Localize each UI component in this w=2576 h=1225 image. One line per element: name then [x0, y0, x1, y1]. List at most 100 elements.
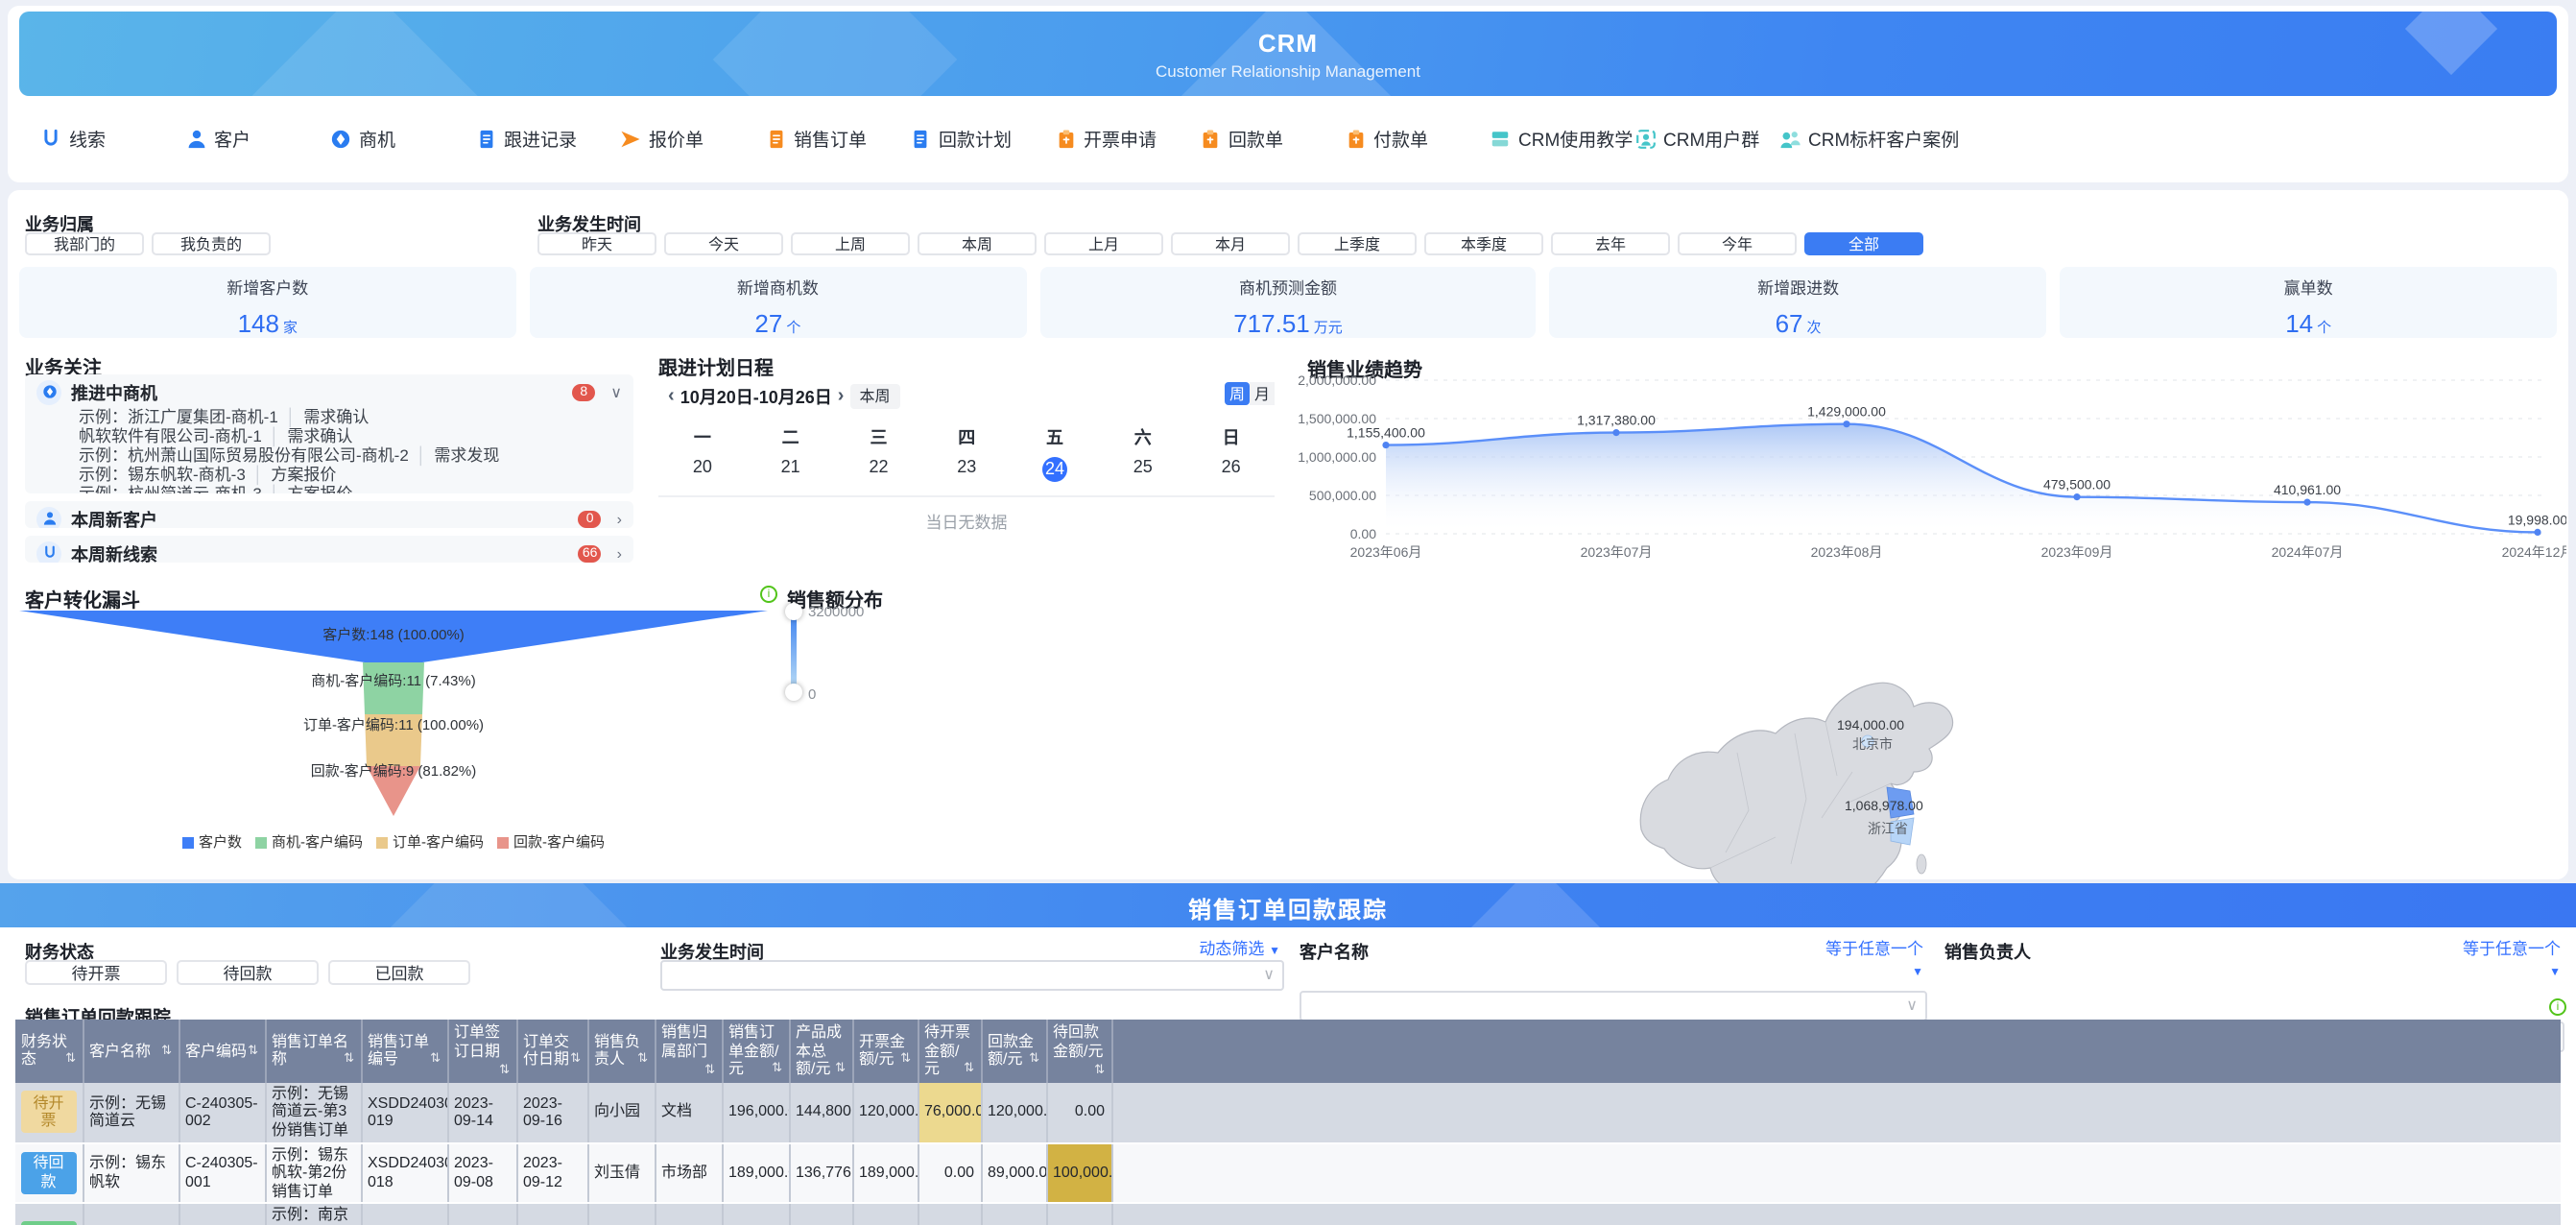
column-header-销售订单名称[interactable]: 销售订单名称 ⇅: [265, 1020, 362, 1083]
sort-icon[interactable]: ⇅: [704, 1063, 715, 1077]
table-cell: 94,500.00: [852, 1203, 918, 1225]
filter-button-本季度[interactable]: 本季度: [1424, 232, 1543, 255]
focus-group-header[interactable]: 本周新线索 66 ›: [25, 536, 633, 563]
opportunity-item[interactable]: 示例：浙江广厦集团-商机-1 │ 需求确认: [25, 407, 633, 426]
nav-item-CRM使用教学[interactable]: CRM使用教学: [1490, 125, 1634, 152]
funnel-info-icon[interactable]: i: [760, 586, 777, 603]
opportunity-item[interactable]: 示例：锡东帆软-商机-3 │ 方案报价: [25, 465, 633, 484]
calendar-month-tab[interactable]: 月: [1250, 382, 1275, 405]
chevron-right-icon[interactable]: ›: [616, 544, 622, 562]
nav-item-回款计划[interactable]: 回款计划: [910, 125, 1055, 152]
legend-item[interactable]: 回款-客户编码: [497, 831, 605, 853]
filter-button-待开票[interactable]: 待开票: [25, 960, 167, 985]
legend-item[interactable]: 商机-客户编码: [255, 831, 363, 853]
calendar-day-24[interactable]: 24: [1011, 457, 1099, 482]
calendar-day-21[interactable]: 21: [780, 457, 800, 476]
nav-item-客户[interactable]: 客户: [185, 125, 330, 152]
sort-icon[interactable]: ⇅: [835, 1062, 846, 1076]
filter-button-我部门的[interactable]: 我部门的: [25, 232, 144, 255]
column-header-销售订单编号[interactable]: 销售订单编号 ⇅: [361, 1020, 448, 1083]
chevron-down-icon[interactable]: ∨: [610, 383, 622, 400]
nav-item-商机[interactable]: 商机: [330, 125, 475, 152]
sort-icon[interactable]: ⇅: [1029, 1052, 1039, 1067]
chevron-right-icon[interactable]: ›: [616, 510, 622, 527]
column-header-开票金额/元[interactable]: 开票金额/元 ⇅: [852, 1020, 918, 1083]
filter-input-业务发生时间[interactable]: ∨: [660, 960, 1284, 991]
filter-button-上季度[interactable]: 上季度: [1298, 232, 1417, 255]
nav-item-CRM标杆客户案例[interactable]: CRM标杆客户案例: [1779, 125, 1959, 152]
filter-button-全部[interactable]: 全部: [1804, 232, 1923, 255]
sort-icon[interactable]: ⇅: [344, 1052, 354, 1067]
column-header-财务状态[interactable]: 财务状态 ⇅: [15, 1020, 83, 1083]
filter-button-上周[interactable]: 上周: [791, 232, 910, 255]
filter-button-本月[interactable]: 本月: [1171, 232, 1290, 255]
opportunity-item[interactable]: 帆软软件有限公司-商机-1 │ 需求确认: [25, 426, 633, 445]
sort-icon[interactable]: ⇅: [772, 1062, 782, 1076]
filter-button-我负责的[interactable]: 我负责的: [152, 232, 271, 255]
sort-icon[interactable]: ⇅: [248, 1044, 258, 1058]
filter-button-今天[interactable]: 今天: [664, 232, 783, 255]
nav-item-销售订单[interactable]: 销售订单: [765, 125, 910, 152]
nav-item-CRM用户群[interactable]: CRM用户群: [1634, 125, 1779, 152]
filter-op-link[interactable]: 等于任意一个 ▼: [2462, 939, 2561, 979]
table-row[interactable]: 待开票 示例：无锡简道云 C-240305-002 示例：无锡简道云-第3份销售订单 X…: [15, 1082, 2561, 1144]
sort-icon[interactable]: ⇅: [964, 1062, 974, 1076]
nav-item-回款单[interactable]: 回款单: [1200, 125, 1345, 152]
column-header-订单交付日期[interactable]: 订单交付日期 ⇅: [516, 1020, 588, 1083]
column-header-订单签订日期[interactable]: 订单签订日期 ⇅: [447, 1020, 517, 1083]
sort-icon[interactable]: ⇅: [570, 1052, 581, 1067]
filter-op-link[interactable]: 动态筛选 ▼: [1199, 939, 1280, 958]
sort-icon[interactable]: ⇅: [1094, 1063, 1105, 1077]
filter-button-昨天[interactable]: 昨天: [537, 232, 656, 255]
column-header-回款金额/元[interactable]: 回款金额/元 ⇅: [981, 1020, 1047, 1083]
column-header-销售负责人[interactable]: 销售负责人 ⇅: [587, 1020, 656, 1083]
filter-input-客户名称[interactable]: ∨: [1300, 991, 1927, 1021]
sort-icon[interactable]: ⇅: [161, 1044, 172, 1058]
column-header-产品成本总额/元[interactable]: 产品成本总额/元 ⇅: [789, 1020, 853, 1083]
sort-icon[interactable]: ⇅: [637, 1052, 648, 1067]
opportunity-item[interactable]: 示例：杭州简道云-商机-3 │ 方案报价: [25, 484, 633, 493]
column-header-待开票金额/元[interactable]: 待开票金额/元 ⇅: [918, 1020, 982, 1083]
legend-item[interactable]: 客户数: [182, 831, 242, 853]
table-row[interactable]: 已回款示例：南京华五机械C-220614-004示例：南京华五机械-第3份销售订…: [15, 1203, 2561, 1225]
column-header-销售订单金额/元[interactable]: 销售订单金额/元 ⇅: [722, 1020, 790, 1083]
filter-button-去年[interactable]: 去年: [1551, 232, 1670, 255]
slider-min-handle[interactable]: [785, 684, 802, 701]
calendar-day-22[interactable]: 22: [869, 457, 889, 476]
sort-icon[interactable]: ⇅: [430, 1052, 441, 1067]
table-row[interactable]: 待回款 示例：锡东帆软 C-240305-001 示例：锡东帆软-第2份销售订单 XSD…: [15, 1142, 2561, 1205]
calendar-day-26[interactable]: 26: [1221, 457, 1241, 476]
calendar-week-tab[interactable]: 周: [1225, 382, 1250, 405]
table-refresh-icon[interactable]: i: [2549, 998, 2566, 1016]
calendar-this-week-button[interactable]: 本周: [849, 384, 900, 409]
calendar-day-23[interactable]: 23: [957, 457, 977, 476]
focus-group-header[interactable]: 推进中商机 8 ∨: [25, 374, 633, 407]
nav-item-付款单[interactable]: 付款单: [1345, 125, 1490, 152]
sort-icon[interactable]: ⇅: [900, 1052, 911, 1067]
calendar-day-20[interactable]: 20: [692, 457, 712, 476]
nav-item-报价单[interactable]: 报价单: [620, 125, 765, 152]
filter-op-link[interactable]: 等于任意一个 ▼: [1825, 939, 1923, 979]
sort-icon[interactable]: ⇅: [65, 1052, 76, 1067]
legend-item[interactable]: 订单-客户编码: [376, 831, 484, 853]
filter-button-上月[interactable]: 上月: [1044, 232, 1163, 255]
sort-icon[interactable]: ⇅: [499, 1063, 510, 1077]
opportunity-item[interactable]: 示例：杭州萧山国际贸易股份有限公司-商机-2 │ 需求发现: [25, 445, 633, 465]
column-header-待回款金额/元[interactable]: 待回款金额/元 ⇅: [1046, 1020, 1112, 1083]
calendar-prev-icon[interactable]: ‹: [668, 386, 675, 407]
column-header-客户编码[interactable]: 客户编码 ⇅: [179, 1020, 266, 1083]
nav-item-线索[interactable]: 线索: [40, 125, 185, 152]
filter-button-已回款[interactable]: 已回款: [328, 960, 470, 985]
filter-button-待回款[interactable]: 待回款: [177, 960, 319, 985]
slider-max-handle[interactable]: [785, 603, 802, 620]
focus-group-header[interactable]: 本周新客户 0 ›: [25, 501, 633, 528]
column-header-客户名称[interactable]: 客户名称 ⇅: [83, 1020, 179, 1083]
calendar-next-icon[interactable]: ›: [837, 386, 845, 407]
map-range-slider[interactable]: [791, 612, 797, 693]
column-header-销售归属部门[interactable]: 销售归属部门 ⇅: [655, 1020, 723, 1083]
filter-button-今年[interactable]: 今年: [1678, 232, 1797, 255]
nav-item-跟进记录[interactable]: 跟进记录: [475, 125, 620, 152]
filter-button-本周[interactable]: 本周: [918, 232, 1037, 255]
calendar-day-25[interactable]: 25: [1133, 457, 1153, 476]
nav-item-开票申请[interactable]: 开票申请: [1055, 125, 1200, 152]
